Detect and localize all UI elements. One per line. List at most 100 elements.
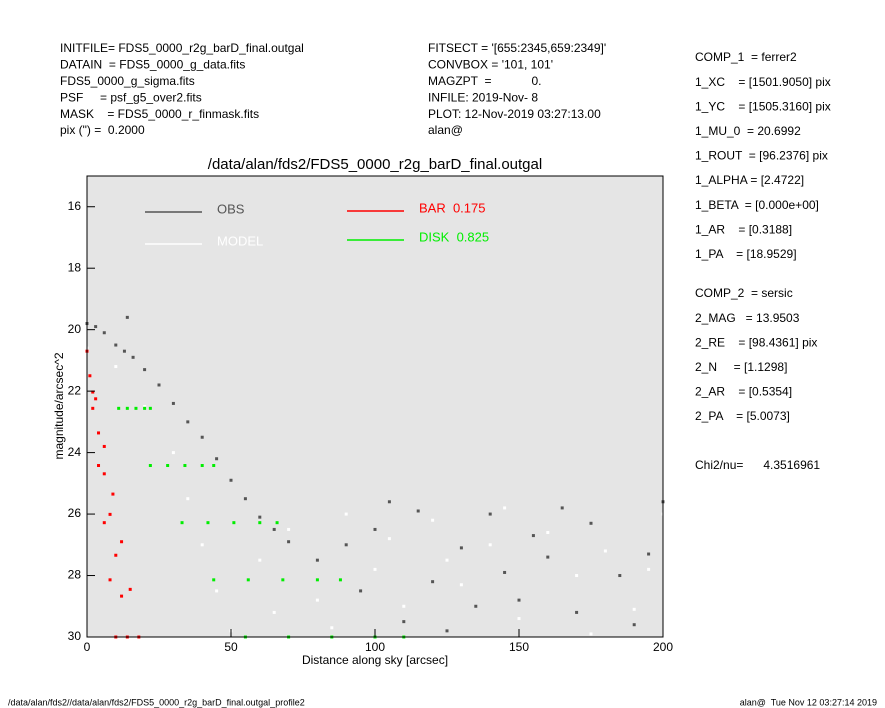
- data-point: [315, 578, 319, 582]
- data-point: [488, 543, 492, 547]
- parameter-line: 1_YC = [1505.3160] pix: [695, 99, 831, 113]
- header-middle-line: CONVBOX = '101, 101': [428, 58, 553, 72]
- header-middle-line: MAGZPT = 0.: [428, 74, 541, 88]
- data-point: [232, 521, 236, 525]
- data-point: [632, 607, 636, 611]
- header-left-line: DATAIN = FDS5_0000_g_data.fits: [60, 58, 245, 72]
- data-point: [531, 534, 535, 538]
- data-point: [647, 552, 651, 556]
- data-point: [589, 632, 593, 636]
- data-point: [215, 457, 219, 461]
- parameter-line: COMP_1 = ferrer2: [695, 50, 797, 64]
- data-point: [459, 546, 463, 550]
- x-tick-label: 0: [84, 640, 91, 654]
- y-tick-label: 26: [68, 506, 82, 520]
- parameter-line: 1_BETA = [0.000e+00]: [695, 198, 819, 212]
- data-point: [330, 626, 334, 630]
- data-point: [359, 589, 363, 593]
- header-middle-line: INFILE: 2019-Nov- 8: [428, 90, 538, 104]
- data-point: [474, 604, 478, 608]
- data-point: [445, 558, 449, 562]
- y-tick-label: 24: [68, 445, 82, 459]
- data-point: [632, 623, 636, 627]
- data-point: [143, 406, 147, 410]
- data-point: [102, 331, 106, 335]
- y-axis-label: magnitude/arcsec^2: [52, 352, 66, 459]
- chart-title: /data/alan/fds2/FDS5_0000_r2g_barD_final…: [208, 156, 542, 173]
- legend-label: DISK 0.825: [419, 229, 489, 244]
- data-point: [114, 365, 118, 369]
- data-point: [97, 431, 101, 435]
- data-point: [315, 598, 319, 602]
- data-point: [373, 567, 377, 571]
- data-point: [200, 435, 204, 439]
- data-point: [215, 589, 219, 593]
- parameter-line: 1_ROUT = [96.2376] pix: [695, 149, 828, 163]
- data-point: [402, 620, 406, 624]
- x-tick-label: 50: [224, 640, 238, 654]
- data-point: [589, 521, 593, 525]
- data-point: [344, 512, 348, 516]
- data-point: [503, 506, 507, 510]
- x-tick-label: 200: [653, 640, 673, 654]
- parameter-line: 2_AR = [0.5354]: [695, 385, 792, 399]
- y-tick-label: 30: [68, 629, 82, 643]
- header-left-line: PSF = psf_g5_over2.fits: [60, 90, 202, 104]
- data-point: [546, 555, 550, 559]
- data-point: [88, 374, 92, 378]
- data-point: [180, 521, 184, 525]
- x-tick-label: 100: [365, 640, 385, 654]
- data-point: [128, 587, 132, 591]
- parameter-line: 2_MAG = 13.9503: [695, 311, 800, 325]
- data-point: [287, 540, 291, 544]
- header-left-line: pix (") = 0.2000: [60, 123, 145, 137]
- data-point: [102, 472, 106, 476]
- y-tick-label: 18: [68, 260, 82, 274]
- plot-area: [87, 176, 663, 637]
- data-point: [131, 355, 135, 359]
- data-point: [117, 406, 121, 410]
- data-point: [148, 406, 152, 410]
- data-point: [125, 406, 129, 410]
- data-point: [91, 390, 95, 394]
- y-tick-label: 22: [68, 383, 82, 397]
- data-point: [120, 540, 124, 544]
- y-tick-label: 16: [68, 199, 82, 213]
- parameter-line: 1_PA = [18.9529]: [695, 247, 797, 261]
- data-point: [272, 527, 276, 531]
- parameter-line: 2_N = [1.1298]: [695, 360, 787, 374]
- data-point: [206, 521, 210, 525]
- data-point: [258, 558, 262, 562]
- legend-label: OBS: [217, 201, 245, 216]
- x-axis-label: Distance along sky [arcsec]: [302, 653, 448, 667]
- data-point: [246, 578, 250, 582]
- data-point: [431, 580, 435, 584]
- data-point: [183, 464, 187, 468]
- header-middle-line: FITSECT = '[655:2345,659:2349]': [428, 41, 606, 55]
- data-point: [387, 500, 391, 504]
- data-point: [120, 594, 124, 598]
- data-point: [272, 610, 276, 614]
- data-point: [166, 464, 170, 468]
- legend-label: MODEL: [217, 233, 263, 248]
- data-point: [108, 578, 112, 582]
- parameter-line: 2_RE = [98.4361] pix: [695, 335, 817, 349]
- data-point: [416, 509, 420, 513]
- data-point: [114, 343, 118, 347]
- data-point: [445, 629, 449, 633]
- data-point: [258, 515, 262, 519]
- data-point: [517, 617, 521, 621]
- data-point: [125, 315, 129, 319]
- footer-right: alan@ Tue Nov 12 03:27:14 2019: [740, 697, 877, 707]
- data-point: [111, 492, 115, 496]
- header-left-line: MASK = FDS5_0000_r_finmask.fits: [60, 107, 259, 121]
- data-point: [229, 478, 233, 482]
- header-left-line: FDS5_0000_g_sigma.fits: [60, 74, 195, 88]
- data-point: [143, 405, 147, 408]
- data-point: [200, 543, 204, 547]
- header-middle-line: alan@: [428, 123, 463, 137]
- data-point: [402, 604, 406, 608]
- data-point: [338, 578, 342, 582]
- data-point: [148, 464, 152, 468]
